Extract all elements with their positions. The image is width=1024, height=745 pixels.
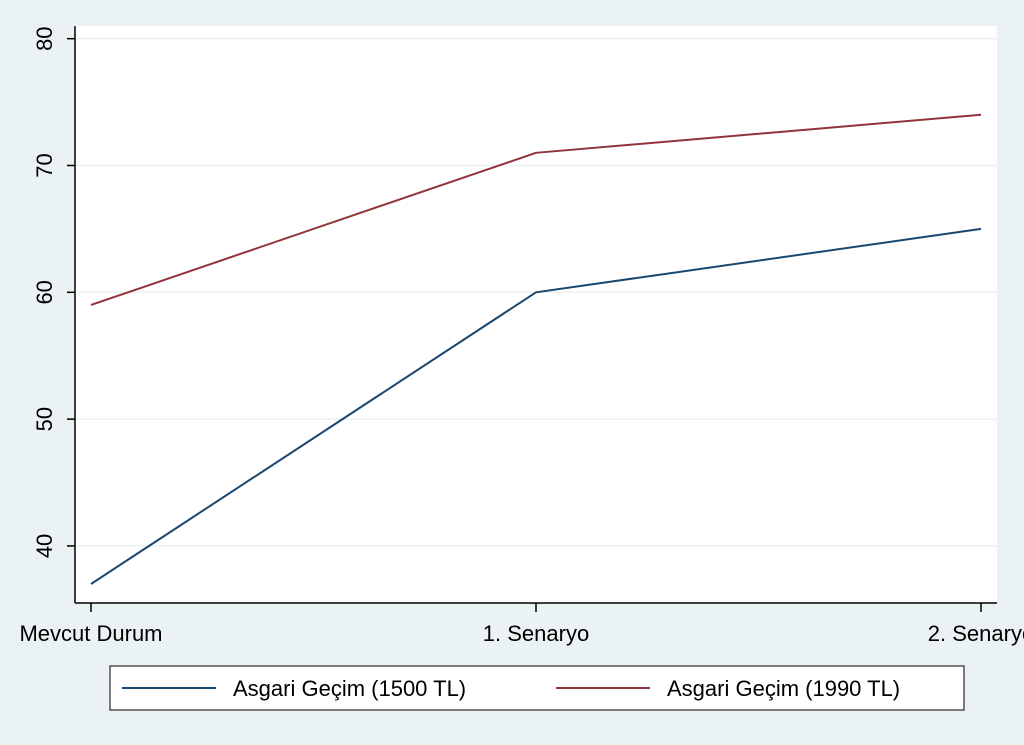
legend-label-series-2: Asgari Geçim (1990 TL) (667, 676, 900, 701)
legend-box (109, 665, 965, 711)
x-tick-label: 2. Senaryo (928, 621, 1024, 646)
plot-area (75, 26, 997, 603)
series-line-2 (90, 113, 982, 306)
series-lines (90, 113, 982, 585)
x-tick-label: 1. Senaryo (483, 621, 589, 646)
legend: Asgari Geçim (1500 TL) Asgari Geçim (199… (109, 665, 965, 711)
y-tick-label: 60 (32, 280, 57, 304)
x-axis-ticks: Mevcut Durum 1. Senaryo 2. Senaryo (19, 603, 1024, 646)
series-line-1 (90, 227, 982, 585)
x-tick-label: Mevcut Durum (19, 621, 162, 646)
y-tick-label: 70 (32, 153, 57, 177)
y-tick-label: 50 (32, 407, 57, 431)
y-axis-ticks: 40 50 60 70 80 (32, 26, 75, 558)
y-tick-label: 40 (32, 534, 57, 558)
legend-label-series-1: Asgari Geçim (1500 TL) (233, 676, 466, 701)
y-tick-label: 80 (32, 26, 57, 50)
